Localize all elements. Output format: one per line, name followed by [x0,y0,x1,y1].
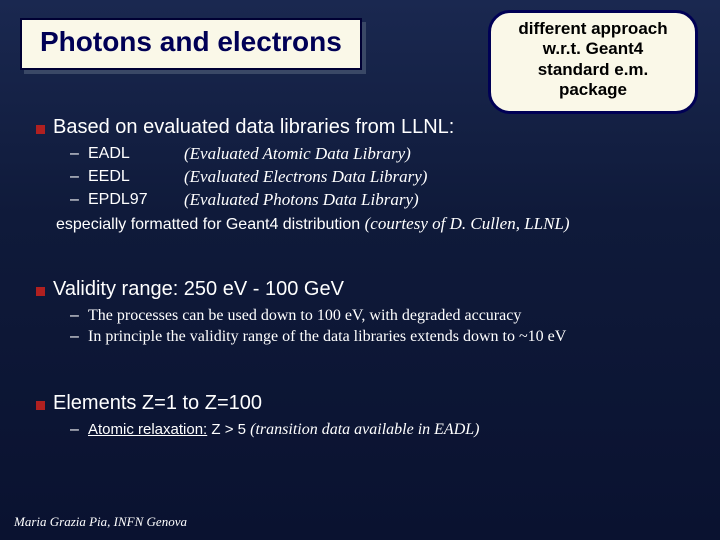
lib-desc: (Evaluated Atomic Data Library) [184,143,411,166]
callout-line: standard e.m. [501,60,685,80]
especially-credit: (courtesy of D. Cullen, LLNL) [365,214,570,233]
especially-text: especially formatted for Geant4 distribu… [56,216,365,233]
lib-name: EEDL [88,166,178,188]
library-list: – EADL (Evaluated Atomic Data Library) –… [70,143,700,212]
sub-text: In principle the validity range of the d… [88,326,566,348]
especially-line: especially formatted for Geant4 distribu… [56,214,700,234]
bullet-item: Based on evaluated data libraries from L… [36,116,700,139]
section3: Elements Z=1 to Z=100 – Atomic relaxatio… [36,392,700,441]
section1-heading: Based on evaluated data libraries from L… [53,116,454,139]
bullet-icon [36,401,45,410]
section3-heading: Elements Z=1 to Z=100 [53,392,262,415]
sub-list: – Atomic relaxation: Z > 5 (transition d… [70,419,700,441]
list-item: – Atomic relaxation: Z > 5 (transition d… [70,419,700,441]
section2: Validity range: 250 eV - 100 GeV – The p… [36,278,700,348]
slide-title: Photons and electrons [40,26,342,57]
bullet-item: Elements Z=1 to Z=100 [36,392,700,415]
dash-icon: – [70,326,82,348]
title-box: Photons and electrons [20,18,362,70]
relaxation-z: Z > 5 [207,421,250,438]
relaxation-label: Atomic relaxation: [88,421,207,438]
relaxation-note: (transition data available in EADL) [250,421,479,438]
callout-line: different approach [501,19,685,39]
callout-bubble: different approach w.r.t. Geant4 standar… [488,10,698,114]
dash-icon: – [70,143,82,165]
list-item: – EADL (Evaluated Atomic Data Library) [70,143,700,166]
lib-name: EPDL97 [88,189,178,211]
bullet-icon [36,287,45,296]
sub-text: The processes can be used down to 100 eV… [88,305,521,327]
sub-list: – The processes can be used down to 100 … [70,305,700,348]
list-item: – The processes can be used down to 100 … [70,305,700,327]
bullet-icon [36,125,45,134]
lib-desc: (Evaluated Photons Data Library) [184,189,419,212]
section2-heading: Validity range: 250 eV - 100 GeV [53,278,344,301]
footer-credit: Maria Grazia Pia, INFN Genova [14,514,187,530]
callout-line: package [501,80,685,100]
bullet-item: Validity range: 250 eV - 100 GeV [36,278,700,301]
dash-icon: – [70,189,82,211]
list-item: – EEDL (Evaluated Electrons Data Library… [70,166,700,189]
dash-icon: – [70,419,82,441]
callout-line: w.r.t. Geant4 [501,39,685,59]
list-item: – EPDL97 (Evaluated Photons Data Library… [70,189,700,212]
lib-name: EADL [88,143,178,165]
sub-text: Atomic relaxation: Z > 5 (transition dat… [88,419,479,441]
content-area: Based on evaluated data libraries from L… [36,110,700,441]
dash-icon: – [70,166,82,188]
list-item: – In principle the validity range of the… [70,326,700,348]
dash-icon: – [70,305,82,327]
lib-desc: (Evaluated Electrons Data Library) [184,166,427,189]
